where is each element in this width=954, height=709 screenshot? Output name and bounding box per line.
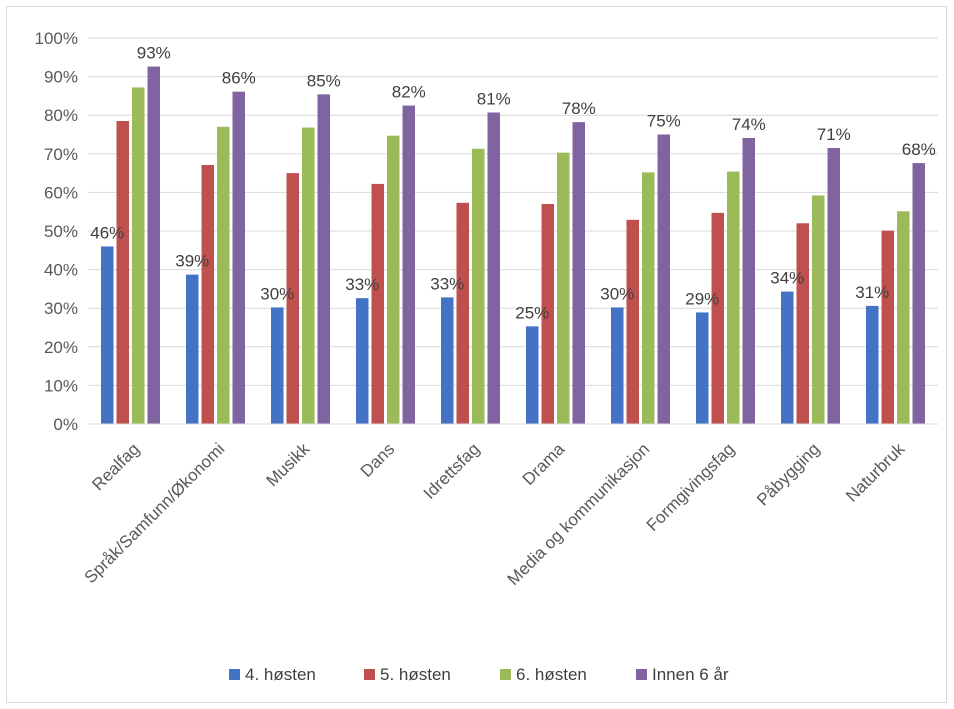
data-label: 46% [90, 223, 124, 242]
bar [866, 305, 879, 424]
x-tick-label: Media og kommunikasjon [504, 439, 654, 589]
bar [812, 195, 825, 424]
bar [881, 230, 894, 424]
data-label: 31% [855, 283, 889, 302]
x-tick-label: Språk/Samfunn/Økonomi [81, 439, 229, 587]
y-tick-label: 30% [44, 299, 78, 318]
y-tick-label: 20% [44, 338, 78, 357]
legend-label: Innen 6 år [652, 665, 729, 684]
x-tick-label: Idrettsfag [420, 439, 484, 503]
legend-swatch [636, 669, 647, 680]
bar [572, 122, 585, 424]
bar [132, 87, 145, 425]
bar [526, 326, 539, 424]
bar [487, 112, 500, 425]
bar [781, 291, 794, 424]
y-axis-tick-labels: 0% 10% 20% 30% 40% 50% 60% 70% 80% 90% 100% [35, 29, 78, 434]
bar [696, 312, 709, 424]
data-label: 78% [562, 99, 596, 118]
bar [541, 203, 554, 424]
bar [456, 202, 469, 424]
x-tick-label: Realfag [88, 439, 143, 494]
data-label: 39% [175, 252, 209, 271]
legend-swatch [500, 669, 511, 680]
data-labels: 46% 93% 39% 86% 30% 85% 33% 82% 33% 81% 25% 78% 30% 7… [90, 44, 936, 323]
x-tick-label: Påbygging [753, 439, 823, 509]
bar [101, 246, 114, 424]
data-label: 85% [307, 71, 341, 90]
legend: 4. høsten 5. høsten 6. høsten Innen 6 år [229, 665, 729, 684]
legend-swatch [229, 669, 240, 680]
y-tick-label: 60% [44, 183, 78, 202]
bar [387, 135, 400, 424]
x-tick-label: Naturbruk [842, 439, 909, 506]
y-tick-label: 50% [44, 222, 78, 241]
data-label: 68% [902, 140, 936, 159]
x-tick-label: Formgivingsfag [643, 439, 739, 535]
bar [356, 298, 369, 424]
bar [912, 163, 925, 424]
bars [101, 66, 925, 425]
bar [271, 307, 284, 424]
data-label: 82% [392, 83, 426, 102]
y-tick-label: 90% [44, 68, 78, 87]
bar [201, 164, 214, 424]
data-label: 93% [137, 44, 171, 63]
legend-label: 5. høsten [380, 665, 451, 684]
bar [611, 307, 624, 424]
y-tick-label: 70% [44, 145, 78, 164]
x-tick-label: Dans [357, 439, 398, 480]
gridlines [88, 37, 938, 386]
bar [147, 66, 160, 425]
data-label: 25% [515, 303, 549, 322]
data-label: 74% [732, 115, 766, 134]
bar [727, 171, 740, 424]
data-label: 75% [647, 112, 681, 131]
data-label: 86% [222, 69, 256, 88]
data-label: 33% [345, 275, 379, 294]
bar [711, 212, 724, 424]
bar [472, 148, 485, 425]
data-label: 30% [600, 284, 634, 303]
x-tick-label: Drama [519, 439, 569, 489]
y-tick-label: 80% [44, 106, 78, 125]
bar [441, 297, 454, 424]
bar [897, 211, 910, 424]
y-tick-label: 10% [44, 376, 78, 395]
legend-label: 6. høsten [516, 665, 587, 684]
bar [827, 148, 840, 424]
bar [186, 274, 199, 424]
bar [642, 172, 655, 424]
data-label: 30% [260, 284, 294, 303]
x-tick-label: Musikk [262, 439, 313, 490]
bar [371, 183, 384, 424]
bar [796, 223, 809, 424]
legend-swatch [364, 669, 375, 680]
bar [302, 127, 315, 424]
bar [657, 134, 670, 424]
bar [557, 152, 570, 424]
data-label: 81% [477, 89, 511, 108]
bar [286, 173, 299, 424]
y-tick-label: 0% [53, 415, 78, 434]
data-label: 71% [817, 125, 851, 144]
legend-label: 4. høsten [245, 665, 316, 684]
bar [317, 94, 330, 424]
y-tick-label: 100% [35, 29, 78, 48]
bar [742, 137, 755, 424]
bar [116, 120, 129, 425]
bar [402, 105, 415, 425]
data-label: 33% [430, 274, 464, 293]
bar [232, 91, 245, 425]
data-label: 29% [685, 289, 719, 308]
bar [626, 219, 639, 424]
y-tick-label: 40% [44, 261, 78, 280]
bar [217, 126, 230, 424]
data-label: 34% [770, 269, 804, 288]
